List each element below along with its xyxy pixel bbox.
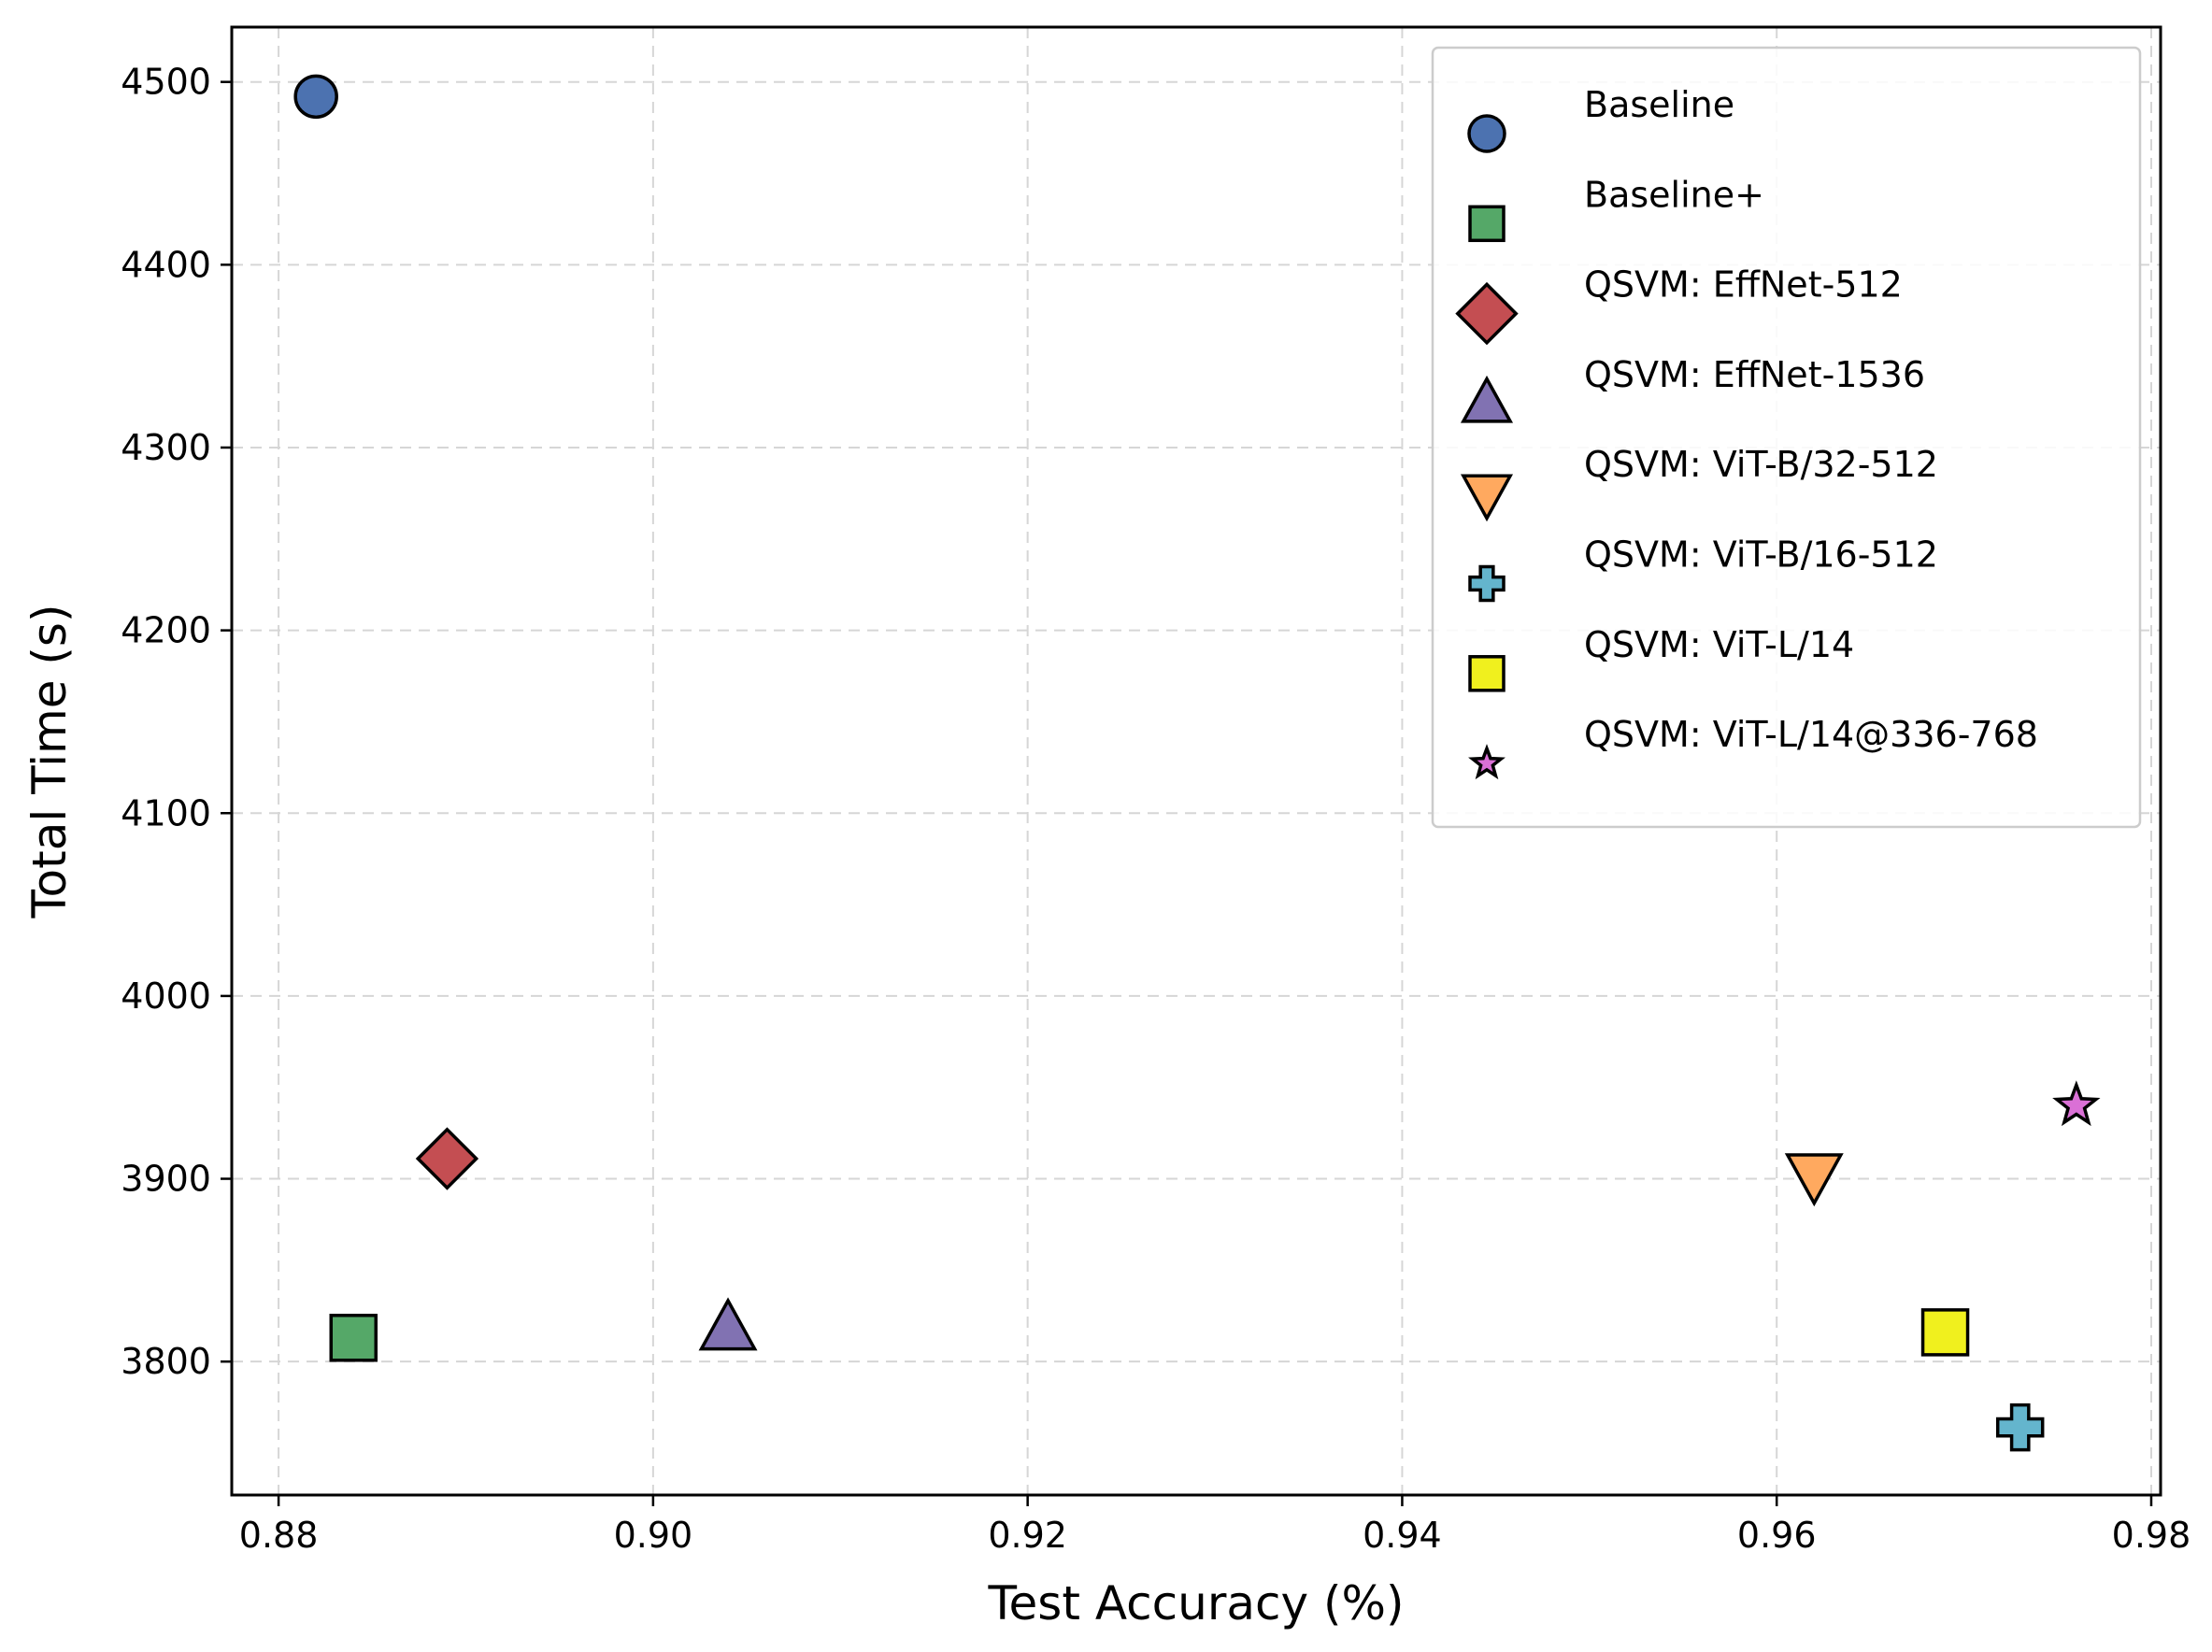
x-axis-title: Test Accuracy (%) (987, 1576, 1404, 1631)
y-tick-label: 4100 (121, 792, 211, 833)
legend-label-qsvm-vit-b-32-512: QSVM: ViT-B/32-512 (1584, 444, 1938, 485)
x-tick-label: 0.92 (988, 1515, 1067, 1556)
y-tick-label: 4400 (121, 244, 211, 285)
legend-label-baseline: Baseline+ (1584, 174, 1764, 215)
point-qsvm-effnet-512 (415, 1127, 479, 1190)
legend-label-qsvm-vit-l-14: QSVM: ViT-L/14 (1584, 624, 1854, 665)
axis-ticks: 0.88 0.90 0.92 0.94 0.96 0.98 3800 3900 4000 4100… (121, 62, 2191, 1556)
y-tick-label: 4300 (121, 427, 211, 468)
x-tick-label: 0.98 (2112, 1515, 2191, 1556)
legend-marker-baseline (1468, 205, 1506, 243)
legend-label-qsvm-vit-l-14-336-768: QSVM: ViT-L/14@336-768 (1584, 714, 2038, 755)
point-qsvm-vit-l-14 (1920, 1308, 1970, 1357)
legend-marker-baseline (1467, 114, 1506, 153)
legend: Baseline Baseline+ QSVM: EffNet-512 QSVM: E… (1431, 46, 2142, 829)
legend-marker-qsvm-effnet-1536 (1460, 375, 1514, 423)
y-axis-title: Total Time (s) (22, 605, 77, 919)
legend-box (1431, 46, 2142, 829)
point-qsvm-vit-b-16-512 (1995, 1403, 2045, 1452)
x-tick-label: 0.88 (239, 1515, 319, 1556)
legend-label-qsvm-vit-b-16-512: QSVM: ViT-B/16-512 (1584, 534, 1938, 576)
legend-marker-qsvm-vit-b-16-512 (1468, 564, 1506, 603)
plot-frame (230, 25, 2162, 1497)
x-tick-label: 0.96 (1737, 1515, 1817, 1556)
data-points (293, 74, 2101, 1452)
legend-label-baseline: Baseline (1584, 84, 1734, 125)
point-qsvm-effnet-1536 (698, 1297, 758, 1351)
y-tick-label: 4200 (121, 610, 211, 651)
legend-marker-qsvm-vit-l-14 (1468, 655, 1506, 692)
y-tick-label: 4500 (121, 62, 211, 103)
point-qsvm-vit-l-14-336-768 (2052, 1080, 2101, 1127)
legend-label-qsvm-effnet-1536: QSVM: EffNet-1536 (1584, 354, 1925, 395)
y-tick-label: 4000 (121, 976, 211, 1017)
legend-marker-qsvm-vit-b-32-512 (1460, 474, 1514, 522)
point-baseline (293, 74, 338, 120)
x-tick-label: 0.94 (1363, 1515, 1442, 1556)
y-tick-label: 3800 (121, 1341, 211, 1382)
legend-label-qsvm-effnet-512: QSVM: EffNet-512 (1584, 264, 1903, 306)
point-baseline (329, 1313, 378, 1362)
legend-marker-qsvm-effnet-512 (1455, 281, 1519, 346)
x-tick-label: 0.90 (614, 1515, 693, 1556)
y-tick-label: 3900 (121, 1159, 211, 1200)
legend-marker-qsvm-vit-l-14-336-768 (1468, 744, 1506, 780)
point-qsvm-vit-b-32-512 (1784, 1153, 1844, 1207)
